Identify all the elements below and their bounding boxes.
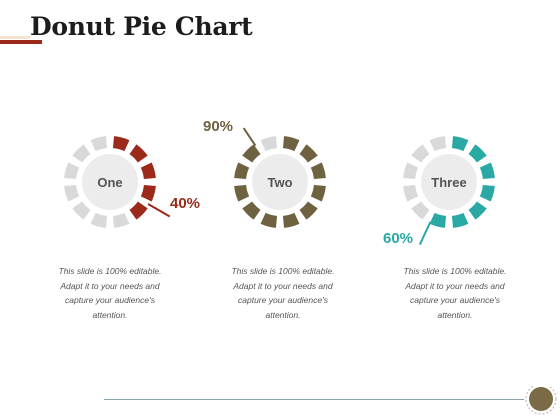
footer-divider [104, 399, 524, 400]
donut-segment-filled [129, 201, 148, 220]
title-accent-bar [0, 40, 42, 44]
donut-segment-filled [282, 136, 300, 152]
donut-value-label: 40% [170, 195, 200, 212]
donut-segment-empty [411, 144, 430, 163]
caption-one: This slide is 100% editable. Adapt it to… [50, 264, 170, 322]
donut-1: One 40% [64, 136, 200, 228]
caption-line: capture your audience's [65, 295, 155, 305]
donut-hub [252, 154, 308, 210]
donut-segment-filled [310, 184, 326, 202]
donut-hub [82, 154, 138, 210]
caption-line: This slide is 100% editable. [231, 266, 335, 276]
donut-segment-empty [72, 144, 91, 163]
donut-segment-filled [451, 136, 469, 152]
donut-2: Two 90% [203, 118, 326, 228]
donut-segment-filled [299, 201, 318, 220]
donut-segment-empty [403, 162, 419, 180]
donut-segment-filled [479, 162, 495, 180]
caption-two: This slide is 100% editable. Adapt it to… [223, 264, 343, 322]
footer-badge-dot [529, 387, 553, 411]
donut-segment-filled [140, 162, 156, 180]
donut-segment-filled [140, 184, 156, 202]
caption-line: This slide is 100% editable. [58, 266, 162, 276]
caption-line: capture your audience's [238, 295, 328, 305]
donut-segment-filled [451, 212, 469, 228]
donut-segment-empty [72, 201, 91, 220]
donut-category-label: One [97, 175, 122, 190]
donut-segment-filled [234, 162, 250, 180]
caption-line: Adapt it to your needs and [60, 280, 160, 291]
donut-hub [421, 154, 477, 210]
caption-line: attention. [437, 309, 473, 320]
donut-segment-empty [64, 162, 80, 180]
caption-line: Adapt it to your needs and [405, 280, 505, 291]
donut-segment-filled [310, 162, 326, 180]
caption-line: capture your audience's [410, 295, 500, 305]
donut-segment-filled [129, 144, 148, 163]
donut-segment-empty [64, 184, 80, 202]
donut-segment-empty [112, 212, 130, 228]
caption-line: attention. [92, 309, 128, 320]
donut-segment-empty [90, 212, 108, 228]
donut-value-label: 90% [203, 118, 233, 135]
donut-segment-filled [234, 184, 250, 202]
donut-segment-filled [260, 212, 278, 228]
page-title: Donut Pie Chart [30, 12, 253, 41]
donut-segment-filled [468, 144, 487, 163]
donut-segment-empty [90, 136, 108, 152]
donut-segment-empty [429, 136, 447, 152]
donut-segment-filled [479, 184, 495, 202]
donut-segment-filled [429, 212, 447, 228]
donut-value-label: 60% [383, 230, 413, 247]
donut-segment-filled [468, 201, 487, 220]
title-accent-light [0, 36, 30, 39]
caption-line: attention. [265, 309, 301, 320]
donut-leader-line [147, 203, 171, 218]
donut-leader-line [242, 127, 257, 147]
donut-segment-empty [260, 136, 278, 152]
donut-segment-filled [242, 144, 261, 163]
donut-segment-filled [299, 144, 318, 163]
donut-segment-filled [242, 201, 261, 220]
caption-three: This slide is 100% editable. Adapt it to… [395, 264, 515, 322]
donut-3: Three 60% [383, 136, 495, 247]
donut-category-label: Three [431, 175, 466, 190]
caption-line: This slide is 100% editable. [403, 266, 507, 276]
donut-leader-line [418, 221, 432, 245]
donut-segment-filled [282, 212, 300, 228]
footer-badge [525, 386, 557, 415]
donut-segment-empty [403, 184, 419, 202]
donut-segment-empty [411, 201, 430, 220]
caption-line: Adapt it to your needs and [233, 280, 333, 291]
donut-category-label: Two [267, 175, 292, 190]
footer-badge-ring [525, 386, 557, 415]
donut-segment-filled [112, 136, 130, 152]
